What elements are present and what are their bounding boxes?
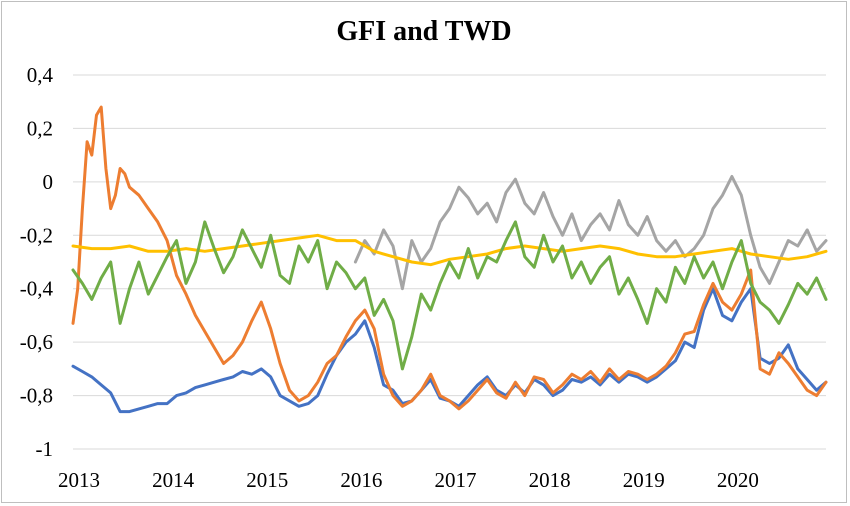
x-tick-label: 2019 <box>623 468 665 492</box>
x-axis-ticks: 2013 2014 2015 2016 2017 2018 2019 2020 <box>58 468 759 492</box>
y-axis-ticks: 0,4 0,2 0 -0,2 -0,4 -0,6 -0,8 -1 <box>20 63 54 461</box>
series-lines <box>71 105 828 414</box>
y-tick-label: 0 <box>43 170 54 194</box>
series-line-2 <box>71 105 828 411</box>
y-tick-label: 0,2 <box>27 116 53 140</box>
y-tick-label: -0,4 <box>20 277 54 301</box>
series-line-3 <box>353 175 828 291</box>
y-tick-label: -1 <box>36 437 54 461</box>
series-line-4 <box>71 233 828 267</box>
series-line-1 <box>71 287 828 414</box>
gridlines <box>73 74 826 450</box>
x-tick-label: 2014 <box>152 468 195 492</box>
x-tick-label: 2017 <box>435 468 477 492</box>
y-tick-label: -0,8 <box>20 384 53 408</box>
x-tick-label: 2013 <box>58 468 100 492</box>
y-tick-label: 0,4 <box>27 63 54 87</box>
x-tick-label: 2016 <box>340 468 382 492</box>
x-tick-label: 2020 <box>717 468 759 492</box>
x-tick-label: 2015 <box>246 468 288 492</box>
x-tick-label: 2018 <box>529 468 571 492</box>
series-line-5 <box>71 220 828 371</box>
chart-title: GFI and TWD <box>336 16 511 47</box>
y-tick-label: -0,6 <box>20 330 53 354</box>
y-tick-label: -0,2 <box>20 223 53 247</box>
